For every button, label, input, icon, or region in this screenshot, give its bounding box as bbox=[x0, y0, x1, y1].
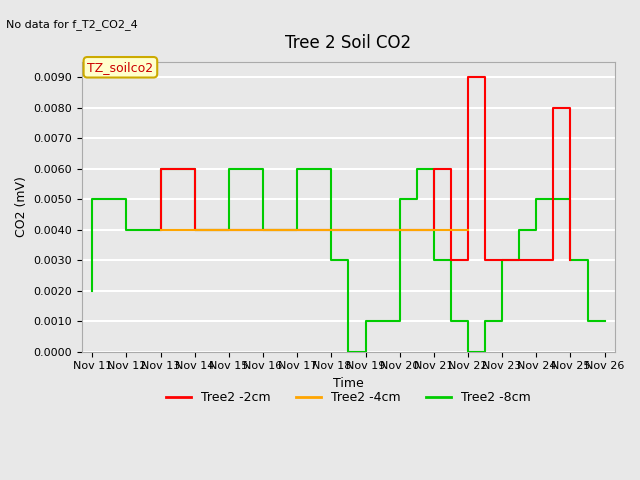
Y-axis label: CO2 (mV): CO2 (mV) bbox=[15, 176, 28, 237]
Title: Tree 2 Soil CO2: Tree 2 Soil CO2 bbox=[285, 34, 412, 52]
X-axis label: Time: Time bbox=[333, 377, 364, 390]
Text: No data for f_T2_CO2_4: No data for f_T2_CO2_4 bbox=[6, 19, 138, 30]
Legend: Tree2 -2cm, Tree2 -4cm, Tree2 -8cm: Tree2 -2cm, Tree2 -4cm, Tree2 -8cm bbox=[161, 386, 536, 409]
Text: TZ_soilco2: TZ_soilco2 bbox=[87, 61, 154, 74]
